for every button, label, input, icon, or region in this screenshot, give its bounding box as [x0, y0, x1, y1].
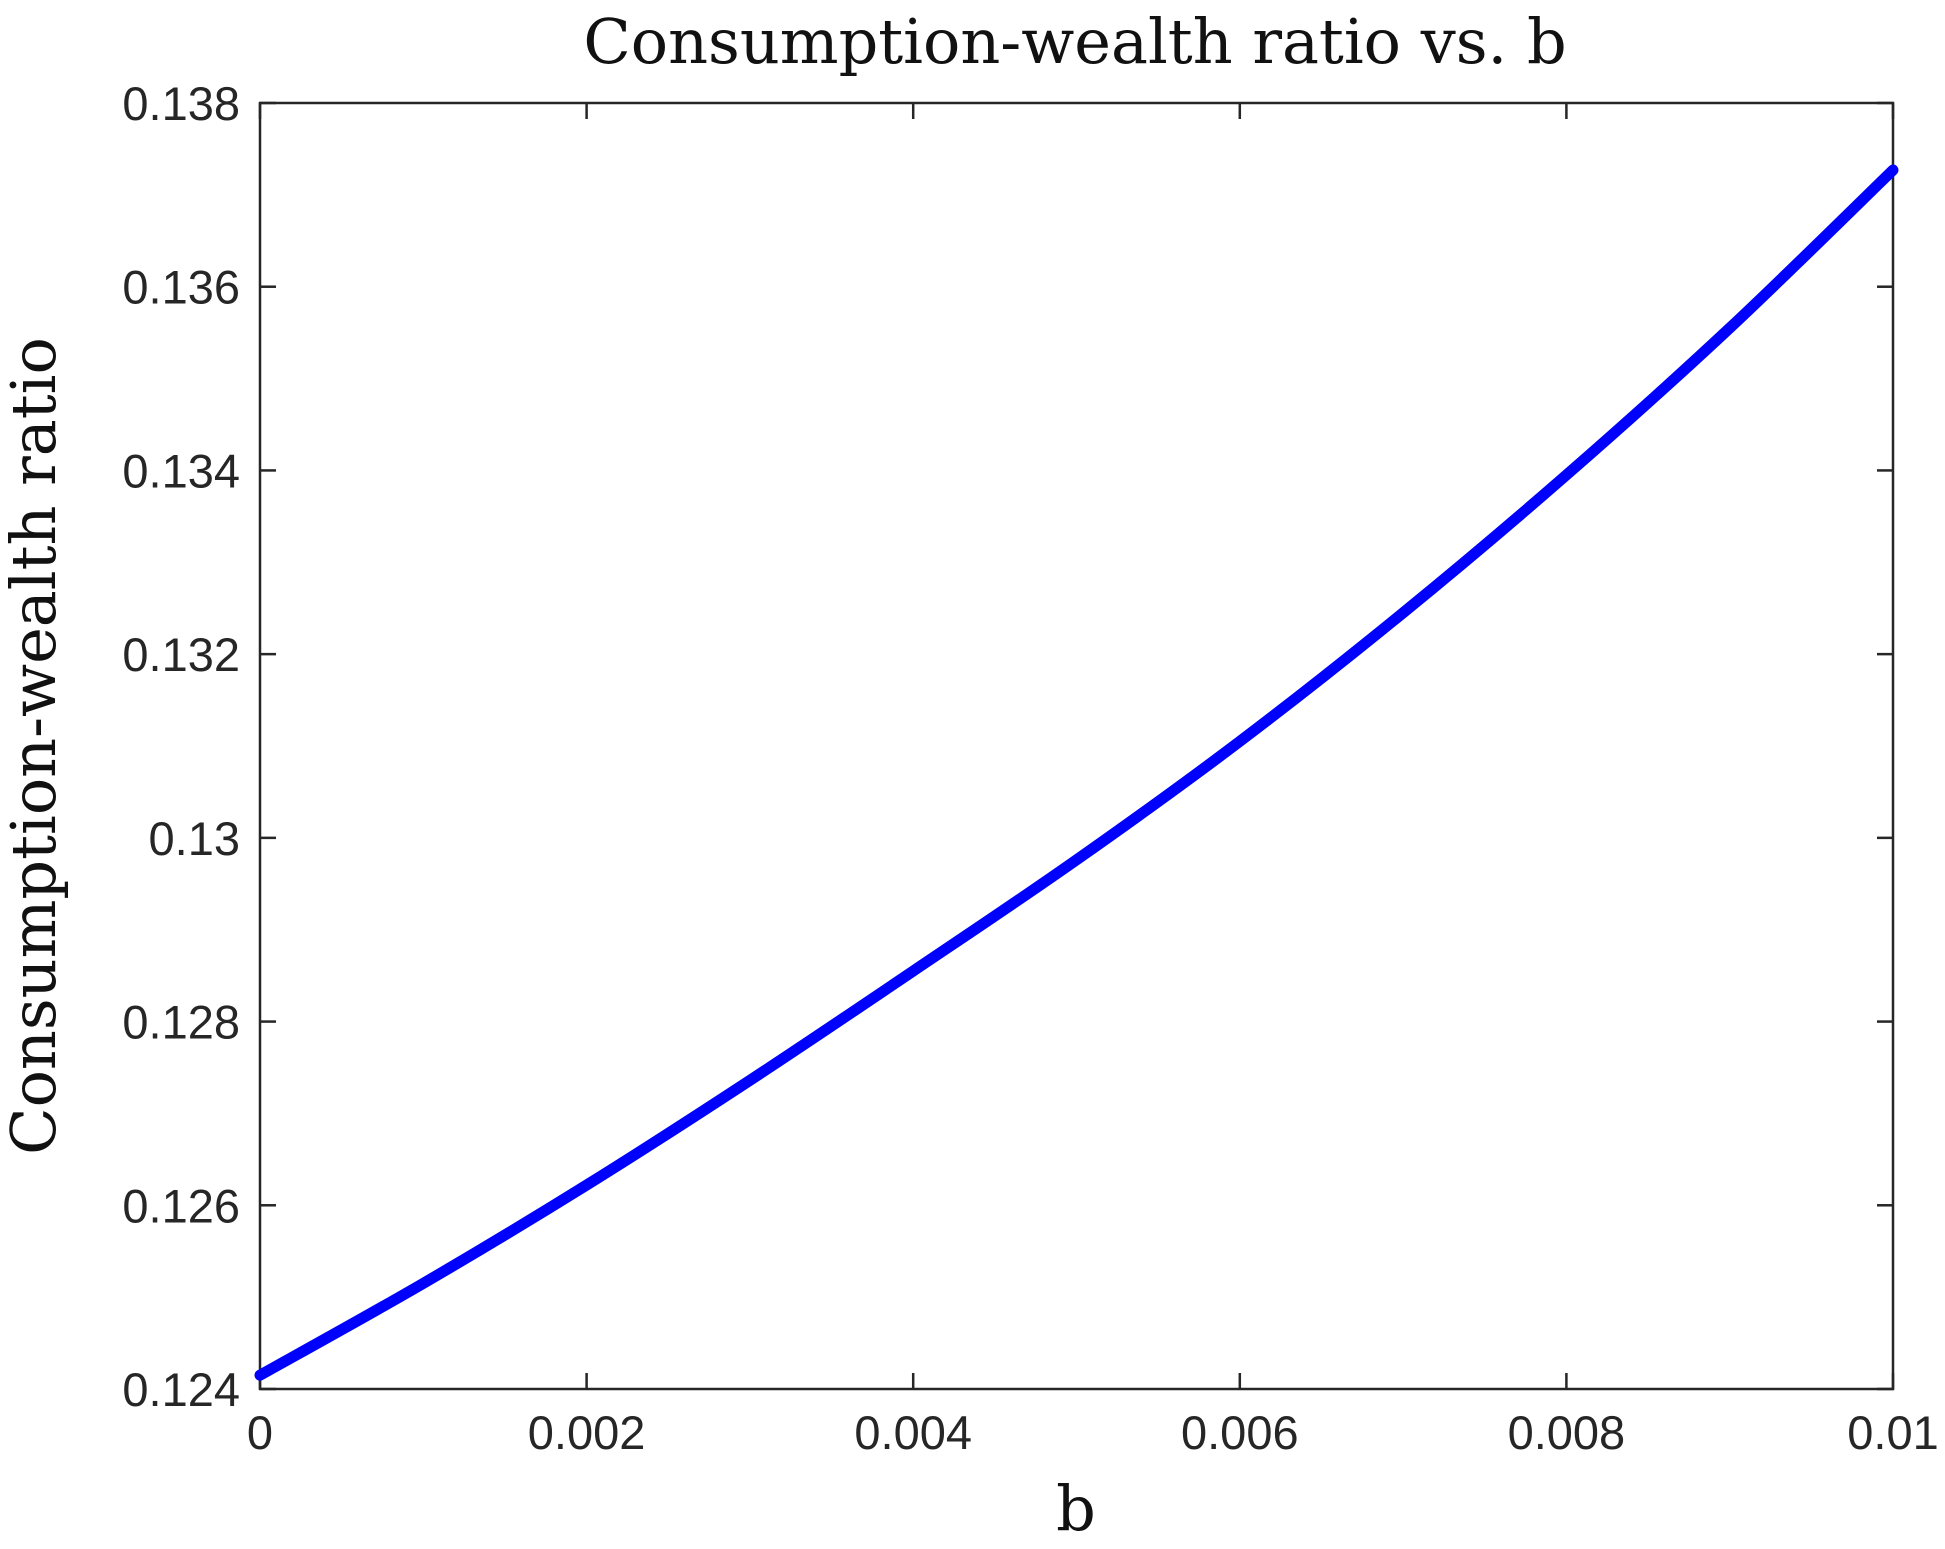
series-layer	[254, 164, 1899, 1381]
axes-frame	[258, 101, 1895, 1391]
y-tick-label: 0.132	[122, 628, 240, 681]
chart-title: Consumption-wealth ratio vs. b	[583, 5, 1566, 78]
y-tick-label: 0.128	[122, 996, 240, 1049]
x-tick-label: 0.006	[1181, 1406, 1299, 1459]
y-tick-label: 0.124	[122, 1363, 240, 1416]
plot-area: 0 0.002 0.004 0.006 0.008 0.01 0.1240.1260.12…	[122, 77, 1938, 1459]
y-tick-label: 0.136	[122, 261, 240, 314]
y-tick-label: 0.134	[122, 444, 240, 497]
x-tick-label: 0.01	[1847, 1406, 1938, 1459]
y-axis-label: Consumption-wealth ratio	[0, 337, 70, 1155]
y-tick-label: 0.126	[122, 1179, 240, 1232]
y-tick-label: 0.138	[122, 77, 240, 130]
x-axis: 0 0.002 0.004 0.006 0.008 0.01	[247, 103, 1939, 1459]
y-axis: 0.124 0.126 0.128 0.13 0.132 0.134 0.136 0.138	[122, 77, 1893, 1416]
x-tick-label: 0.002	[528, 1406, 646, 1459]
x-tick-label: 0.004	[854, 1406, 972, 1459]
series-line-0	[254, 164, 1899, 1381]
x-tick-label: 0.008	[1508, 1406, 1626, 1459]
y-tick-label: 0.13	[149, 812, 240, 865]
x-tick-label: 0	[247, 1406, 273, 1459]
x-axis-label: b	[1056, 1472, 1096, 1545]
